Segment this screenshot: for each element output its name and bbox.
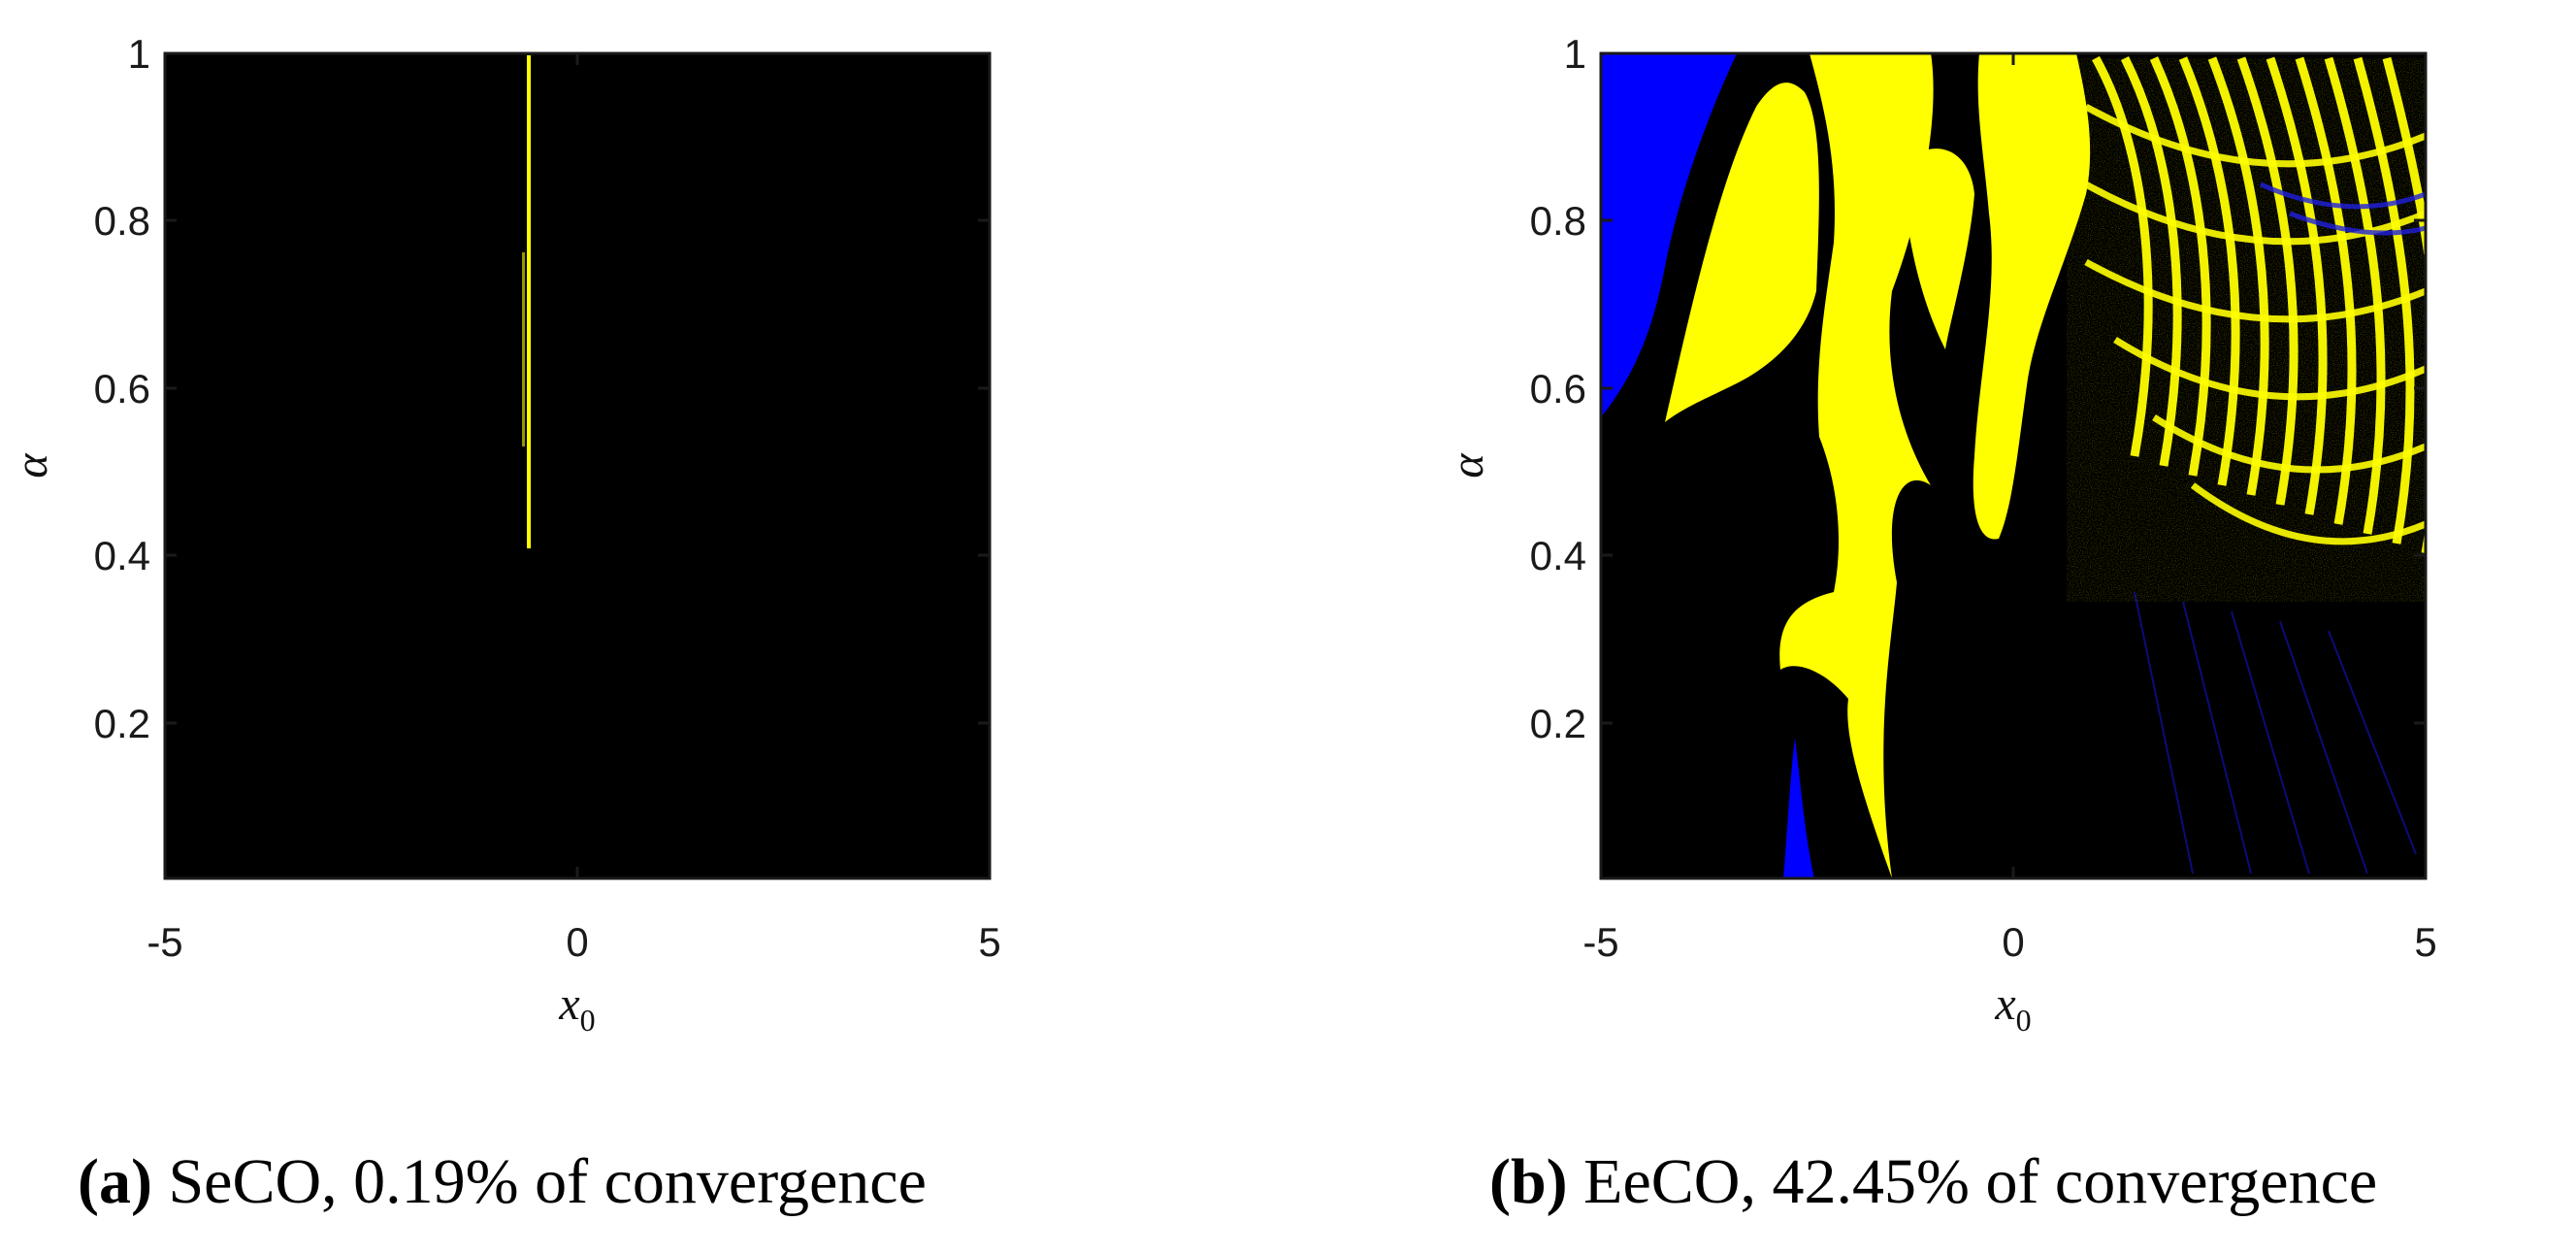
panel-a-xlabel-var: x	[558, 978, 579, 1030]
panel-a-ytick-0.6: 0.6	[94, 366, 150, 412]
caption-b: (b) EeCO, 42.45% of convergence	[1489, 1145, 2377, 1219]
panel-a: 1 0.8 0.6 0.4 0.2 -5 0 5 x0 α	[6, 31, 1001, 1038]
panel-a-xlabel-sub: 0	[580, 1003, 596, 1038]
panel-a-plot-background	[165, 53, 990, 878]
caption-b-text: EeCO, 42.45% of convergence	[1583, 1146, 2378, 1217]
panel-a-xlabel: x0	[558, 978, 595, 1038]
panel-b-blue-column	[1783, 738, 1814, 878]
panel-a-convergence-strip-faint	[522, 252, 525, 446]
panel-a-ticks	[165, 51, 990, 878]
panel-a-ytick-0.2: 0.2	[94, 701, 150, 746]
panel-b-basin-regions	[1601, 53, 2426, 878]
panel-b-yellow-right-lobe	[1973, 53, 2091, 540]
panel-b-blue-corner	[1601, 53, 1737, 417]
panel-a-xtick-5: 5	[978, 919, 1000, 965]
panel-b-yellow-inner-crescent	[1902, 148, 1974, 349]
panel-a-ylabel: α	[6, 453, 57, 478]
panel-b-xtick-neg5: -5	[1582, 919, 1618, 965]
panel-a-xtick-neg5: -5	[147, 919, 182, 965]
caption-a: (a) SeCO, 0.19% of convergence	[78, 1145, 927, 1219]
caption-a-text: SeCO, 0.19% of convergence	[168, 1146, 927, 1217]
panel-b-ytick-0.6: 0.6	[1530, 366, 1586, 412]
panel-b-xlabel-sub: 0	[2016, 1003, 2032, 1038]
panel-b-ytick-0.8: 0.8	[1530, 198, 1586, 244]
panel-a-convergence-strip	[527, 55, 531, 548]
panel-b-ticks	[1601, 51, 2426, 878]
panel-a-xtick-0: 0	[566, 919, 588, 965]
panel-b: 1 0.8 0.6 0.4 0.2 -5 0 5 x0 α	[1442, 31, 2437, 1038]
panel-b-ylabel: α	[1442, 453, 1493, 478]
panel-b-blue-arcs-upper	[2259, 182, 2426, 236]
panel-b-ytick-0.2: 0.2	[1530, 701, 1586, 746]
panel-b-ytick-1: 1	[1564, 31, 1586, 77]
panel-b-xlabel-var: x	[1994, 978, 2015, 1030]
panel-b-yellow-left-lobe	[1665, 82, 1819, 422]
panel-a-ytick-1: 1	[128, 31, 150, 77]
panel-b-ytick-0.4: 0.4	[1530, 533, 1586, 578]
panel-b-yellow-central-lobe	[1779, 53, 1934, 878]
panel-b-xtick-5: 5	[2414, 919, 2436, 965]
panel-a-ytick-0.4: 0.4	[94, 533, 150, 578]
caption-b-tag: (b)	[1489, 1146, 1568, 1217]
panel-b-xtick-0: 0	[2002, 919, 2024, 965]
panel-a-ytick-0.8: 0.8	[94, 198, 150, 244]
caption-a-tag: (a)	[78, 1146, 152, 1217]
panel-b-noise-texture	[2067, 58, 2426, 602]
panel-b-blue-streaks	[2134, 591, 2417, 874]
panel-b-xlabel: x0	[1994, 978, 2031, 1038]
